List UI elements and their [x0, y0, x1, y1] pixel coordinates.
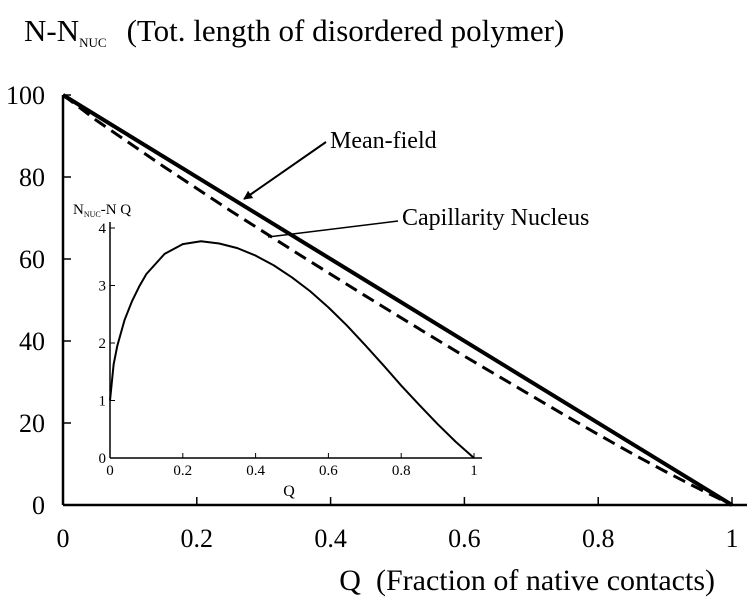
- inset-x-tick-label: 0.6: [319, 463, 338, 479]
- main-y-tick-label: 0: [32, 491, 45, 520]
- inset-y-ticks: 0 1 2 3 4: [99, 221, 115, 467]
- inset-series-curve-line: [109, 240, 475, 459]
- annotations: Mean-field Capillarity Nucleus: [243, 128, 589, 238]
- main-x-tick-label: 0.8: [582, 524, 615, 553]
- inset-y-tick-label: 4: [99, 221, 107, 237]
- main-x-tick-label: 0.6: [448, 524, 481, 553]
- inset-x-tick-label: 1: [470, 463, 478, 479]
- main-y-tick-label: 100: [6, 81, 45, 110]
- inset-y-tick-label: 0: [99, 451, 107, 467]
- main-x-tick-label: 0.4: [314, 524, 347, 553]
- main-x-tick-label: 0: [57, 524, 70, 553]
- main-x-axis-label: Q (Fraction of native contacts): [339, 564, 715, 597]
- main-y-tick-label: 40: [19, 327, 45, 356]
- main-title-n: N-N: [24, 13, 79, 48]
- annotation-capillarity-arrow: [267, 220, 399, 238]
- annotation-mean-field-arrow: [243, 141, 327, 200]
- main-y-ticks: 0 20 40 60 80 100: [6, 81, 71, 520]
- inset-y-axis-label: NNUC-N Q: [73, 202, 131, 219]
- main-y-tick-label: 60: [19, 245, 45, 274]
- main-title-rest: (Tot. length of disordered polymer): [127, 13, 565, 48]
- inset-axes: [109, 222, 482, 459]
- main-series: [61, 93, 734, 507]
- main-y-tick-label: 20: [19, 409, 45, 438]
- inset-y-tick-label: 3: [99, 279, 107, 295]
- main-y-tick-label: 80: [19, 163, 45, 192]
- inset-x-ticks: 0 0.2 0.4 0.6 0.8 1: [106, 453, 478, 479]
- main-series-capillarity-nucleus-line: [62, 93, 733, 507]
- main-title: N-NNUC (Tot. length of disordered polymer…: [24, 13, 564, 50]
- main-title-sub: NUC: [79, 35, 106, 50]
- main-series-mean-field-line: [61, 93, 734, 507]
- annotation-capillarity-nucleus: Capillarity Nucleus: [402, 205, 589, 231]
- inset-y-tick-label: 2: [99, 336, 107, 352]
- inset-series: [109, 240, 475, 459]
- inset-y-label-rest: -N Q: [101, 202, 132, 218]
- inset-x-tick-label: 0.8: [392, 463, 411, 479]
- main-axes: [61, 95, 747, 507]
- annotation-mean-field: Mean-field: [330, 128, 437, 154]
- inset-x-tick-label: 0: [106, 463, 114, 479]
- main-x-tick-label: 1: [726, 524, 739, 553]
- inset-chart: NNUC-N Q 0 0.2 0.4 0.6 0.8 1 0 1 2 3 4 Q: [73, 202, 482, 500]
- main-x-tick-label: 0.2: [181, 524, 214, 553]
- inset-y-tick-label: 1: [99, 394, 107, 410]
- inset-y-label-n: N: [73, 202, 84, 218]
- inset-x-tick-label: 0.2: [173, 463, 192, 479]
- inset-y-label-sub: NUC: [84, 210, 101, 219]
- inset-x-tick-label: 0.4: [246, 463, 265, 479]
- main-x-ticks: 0 0.2 0.4 0.6 0.8 1: [57, 497, 739, 553]
- inset-x-axis-label: Q: [283, 483, 295, 500]
